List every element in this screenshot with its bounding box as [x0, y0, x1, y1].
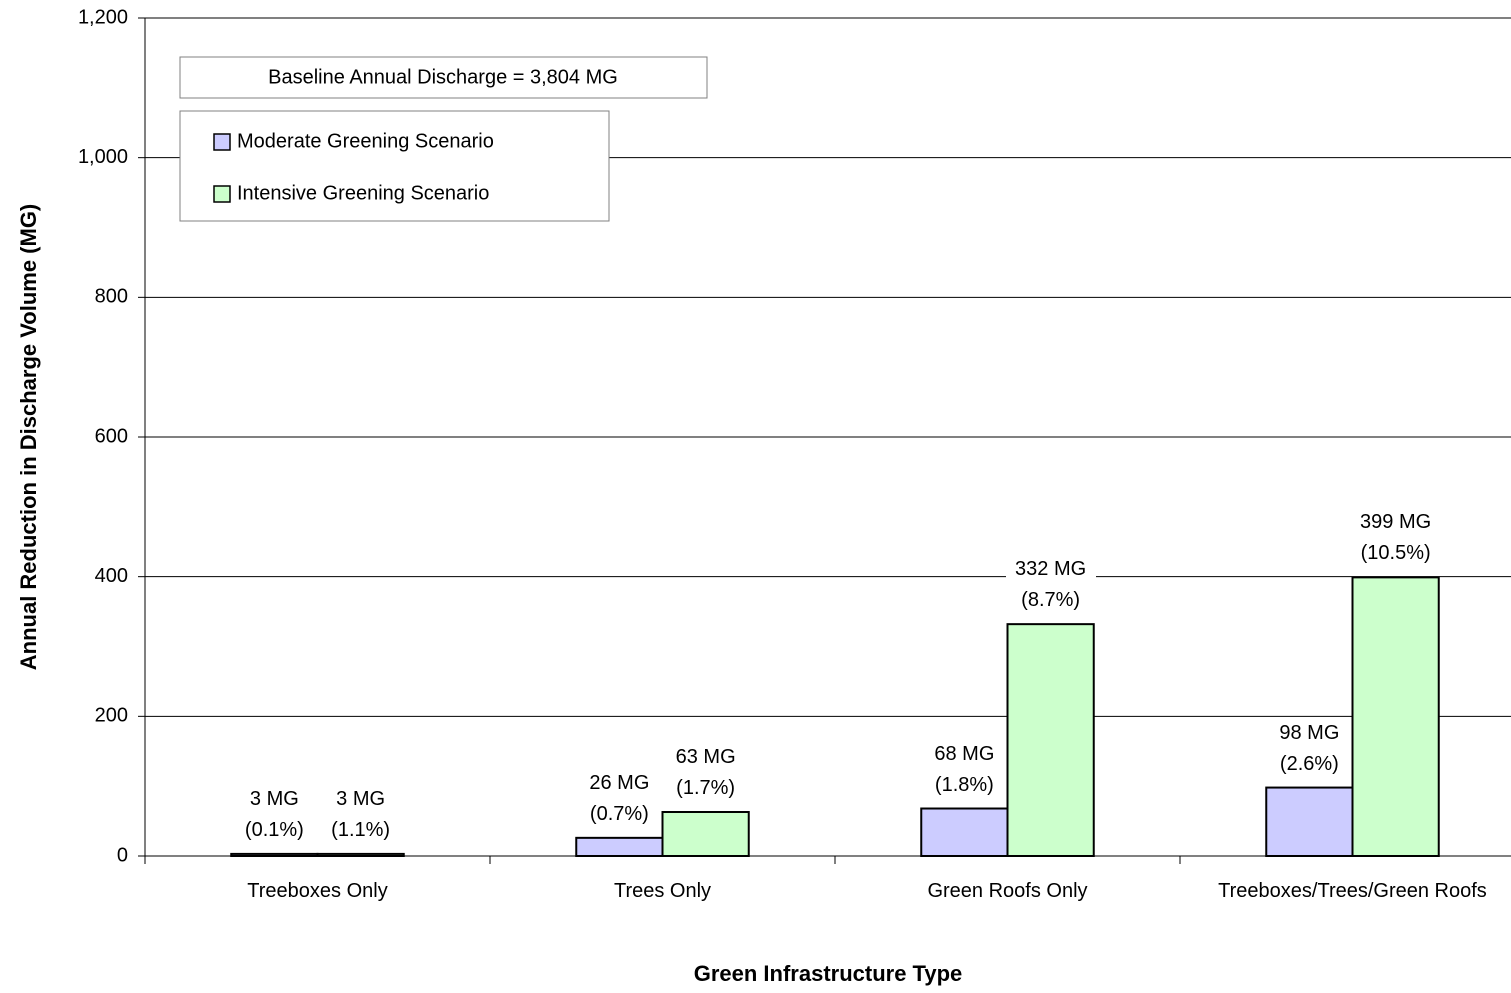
x-tick-label: Treeboxes/Trees/Green Roofs [1218, 880, 1487, 902]
y-tick-label: 1,000 [78, 146, 128, 168]
value-label-box: 26 MG (0.7%) [574, 767, 665, 830]
bar [1265, 786, 1354, 858]
y-axis-title: Annual Reduction in Discharge Volume (MG… [16, 204, 41, 671]
bar [1006, 623, 1095, 857]
bar [230, 852, 319, 858]
y-tick-label: 200 [95, 705, 128, 727]
value-label-box: 332 MG (8.7%) [1005, 554, 1096, 617]
value-label-box: 399 MG (10.5%) [1350, 507, 1441, 570]
value-label: 26 MG (0.7%) [574, 767, 665, 830]
bar [661, 811, 750, 858]
value-label: 3 MG (0.1%) [229, 783, 320, 846]
x-axis-title: Green Infrastructure Type [694, 961, 963, 986]
x-tick-label-box: Treeboxes/Trees/Green Roofs [1218, 880, 1487, 902]
x-tick-label-box: Treeboxes Only [247, 880, 388, 902]
legend-swatch [213, 133, 231, 151]
legend-box [179, 110, 610, 222]
x-tick-label: Treeboxes Only [247, 880, 388, 902]
y-tick-label: 0 [117, 844, 128, 866]
y-tick-label: 1,200 [78, 6, 128, 28]
y-tick-label: 400 [95, 565, 128, 587]
y-tick-label: 600 [95, 425, 128, 447]
value-label: 332 MG (8.7%) [1005, 554, 1096, 617]
value-label: 68 MG (1.8%) [919, 738, 1010, 801]
x-tick-label-box: Green Roofs Only [927, 880, 1088, 902]
bar [920, 807, 1009, 857]
value-label-box: 68 MG (1.8%) [919, 738, 1010, 801]
value-label-box: 98 MG (2.6%) [1264, 717, 1355, 780]
annotation-box [179, 56, 708, 99]
value-label-box: 63 MG (1.7%) [660, 742, 751, 804]
legend-swatch [213, 185, 231, 203]
legend-label: Intensive Greening Scenario [237, 182, 489, 204]
bar [1351, 576, 1440, 857]
annotation: Baseline Annual Discharge = 3,804 MG [268, 66, 618, 88]
legend-label: Moderate Greening Scenario [237, 130, 494, 152]
bar [575, 836, 664, 857]
bar [316, 852, 405, 858]
value-label-box: 3 MG (0.1%) [229, 783, 320, 846]
value-label: 399 MG (10.5%) [1350, 507, 1441, 570]
value-label: 98 MG (2.6%) [1264, 717, 1355, 780]
value-label-box: 3 MG (1.1%) [315, 783, 406, 846]
x-tick-label-box: Trees Only [613, 880, 712, 902]
value-label: 63 MG (1.7%) [660, 742, 751, 804]
y-tick-label: 800 [95, 286, 128, 308]
x-tick-label: Green Roofs Only [927, 880, 1088, 902]
value-label: 3 MG (1.1%) [315, 783, 406, 846]
x-tick-label: Trees Only [613, 880, 712, 902]
